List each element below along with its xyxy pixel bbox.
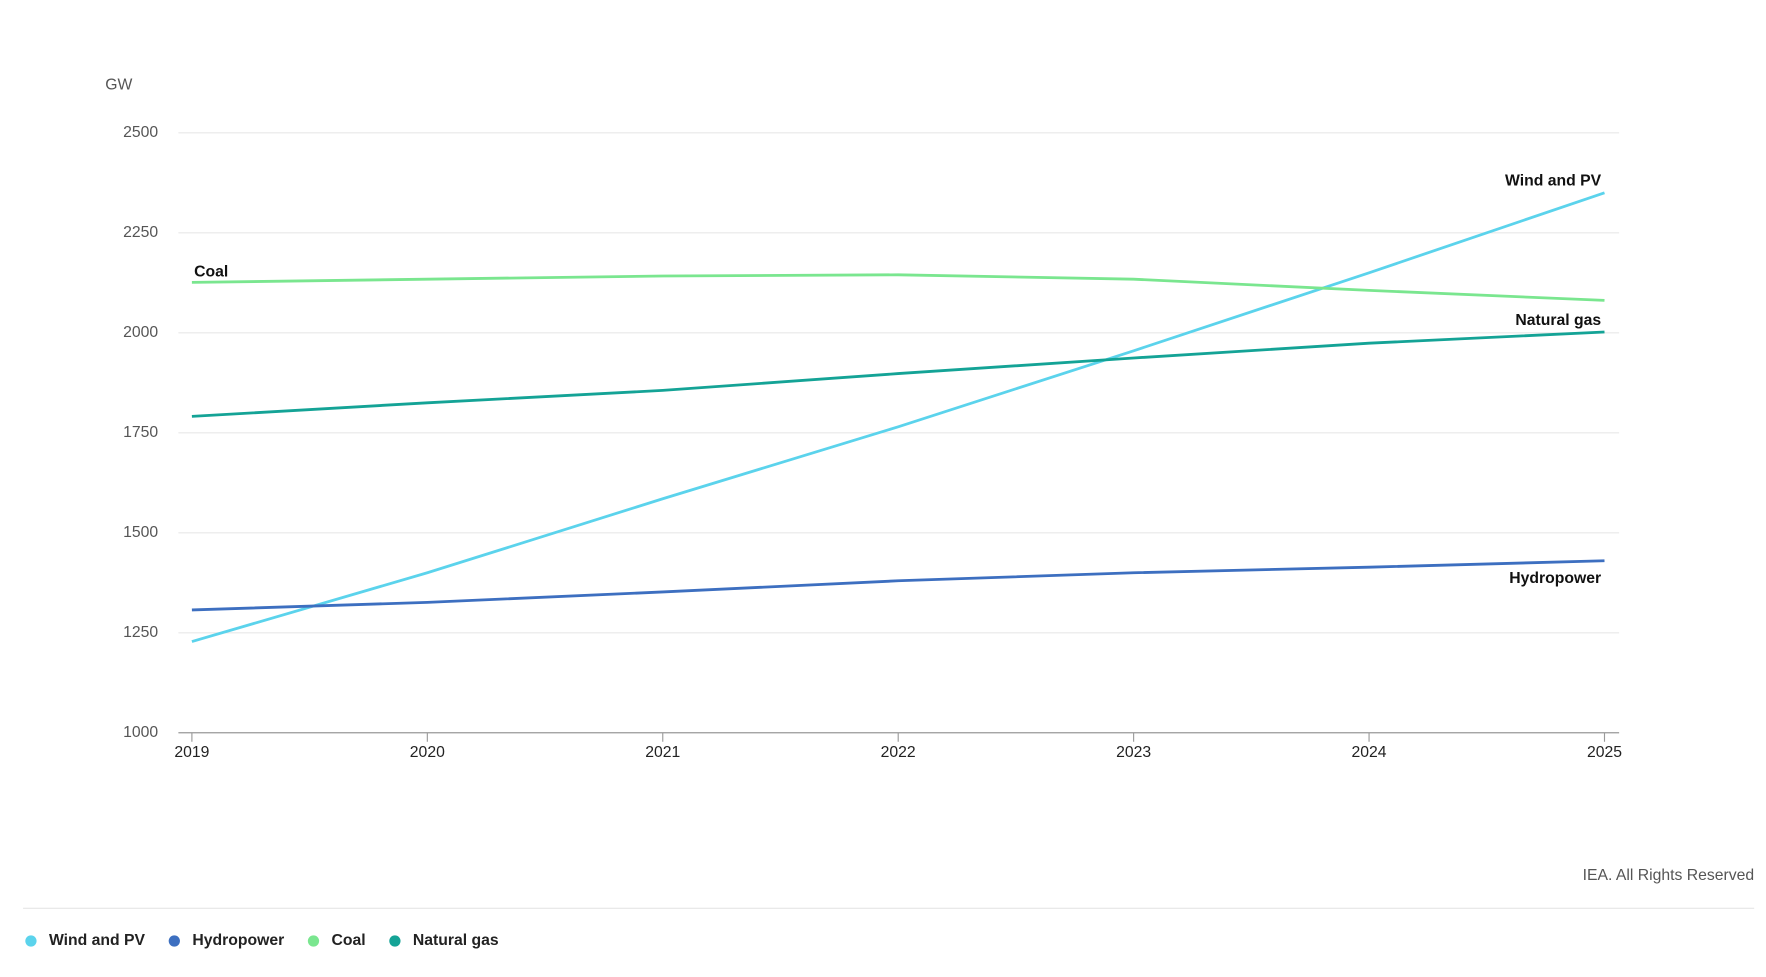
x-tick-label: 2020 [410,744,445,761]
series-line [191,330,1605,418]
legend-swatch [25,935,37,947]
y-tick-label: 2500 [123,124,158,141]
legend-label: Wind and PV [49,932,146,949]
legend-swatch [168,935,180,947]
series-line [191,273,1605,302]
series-label: Hydropower [1509,570,1601,587]
legend-label: Coal [331,932,365,949]
y-tick-label: 1000 [123,724,158,741]
x-tick-label: 2021 [645,744,680,761]
legend-label: Natural gas [413,932,499,949]
series-label: Natural gas [1515,312,1601,329]
y-axis-label: GW [105,77,132,94]
series-label: Wind and PV [1505,173,1602,190]
series-line [191,559,1605,612]
x-tick-label: 2023 [1116,744,1151,761]
series-label: Coal [194,263,228,280]
legend-swatch [307,935,320,947]
y-tick-label: 1500 [123,524,158,541]
y-tick-label: 2000 [123,324,158,341]
y-tick-label: 1750 [123,424,158,441]
series-line [191,191,1605,643]
legend-swatch [389,935,401,947]
x-tick-label: 2025 [1587,744,1622,761]
legend-label: Hydropower [192,932,284,949]
source: IEA. All Rights Reserved [1583,867,1755,884]
y-tick-label: 1250 [123,624,158,641]
x-tick-label: 2019 [174,744,209,761]
x-tick-label: 2024 [1352,744,1387,761]
x-tick-label: 2022 [881,744,916,761]
y-tick-label: 2250 [123,224,158,241]
